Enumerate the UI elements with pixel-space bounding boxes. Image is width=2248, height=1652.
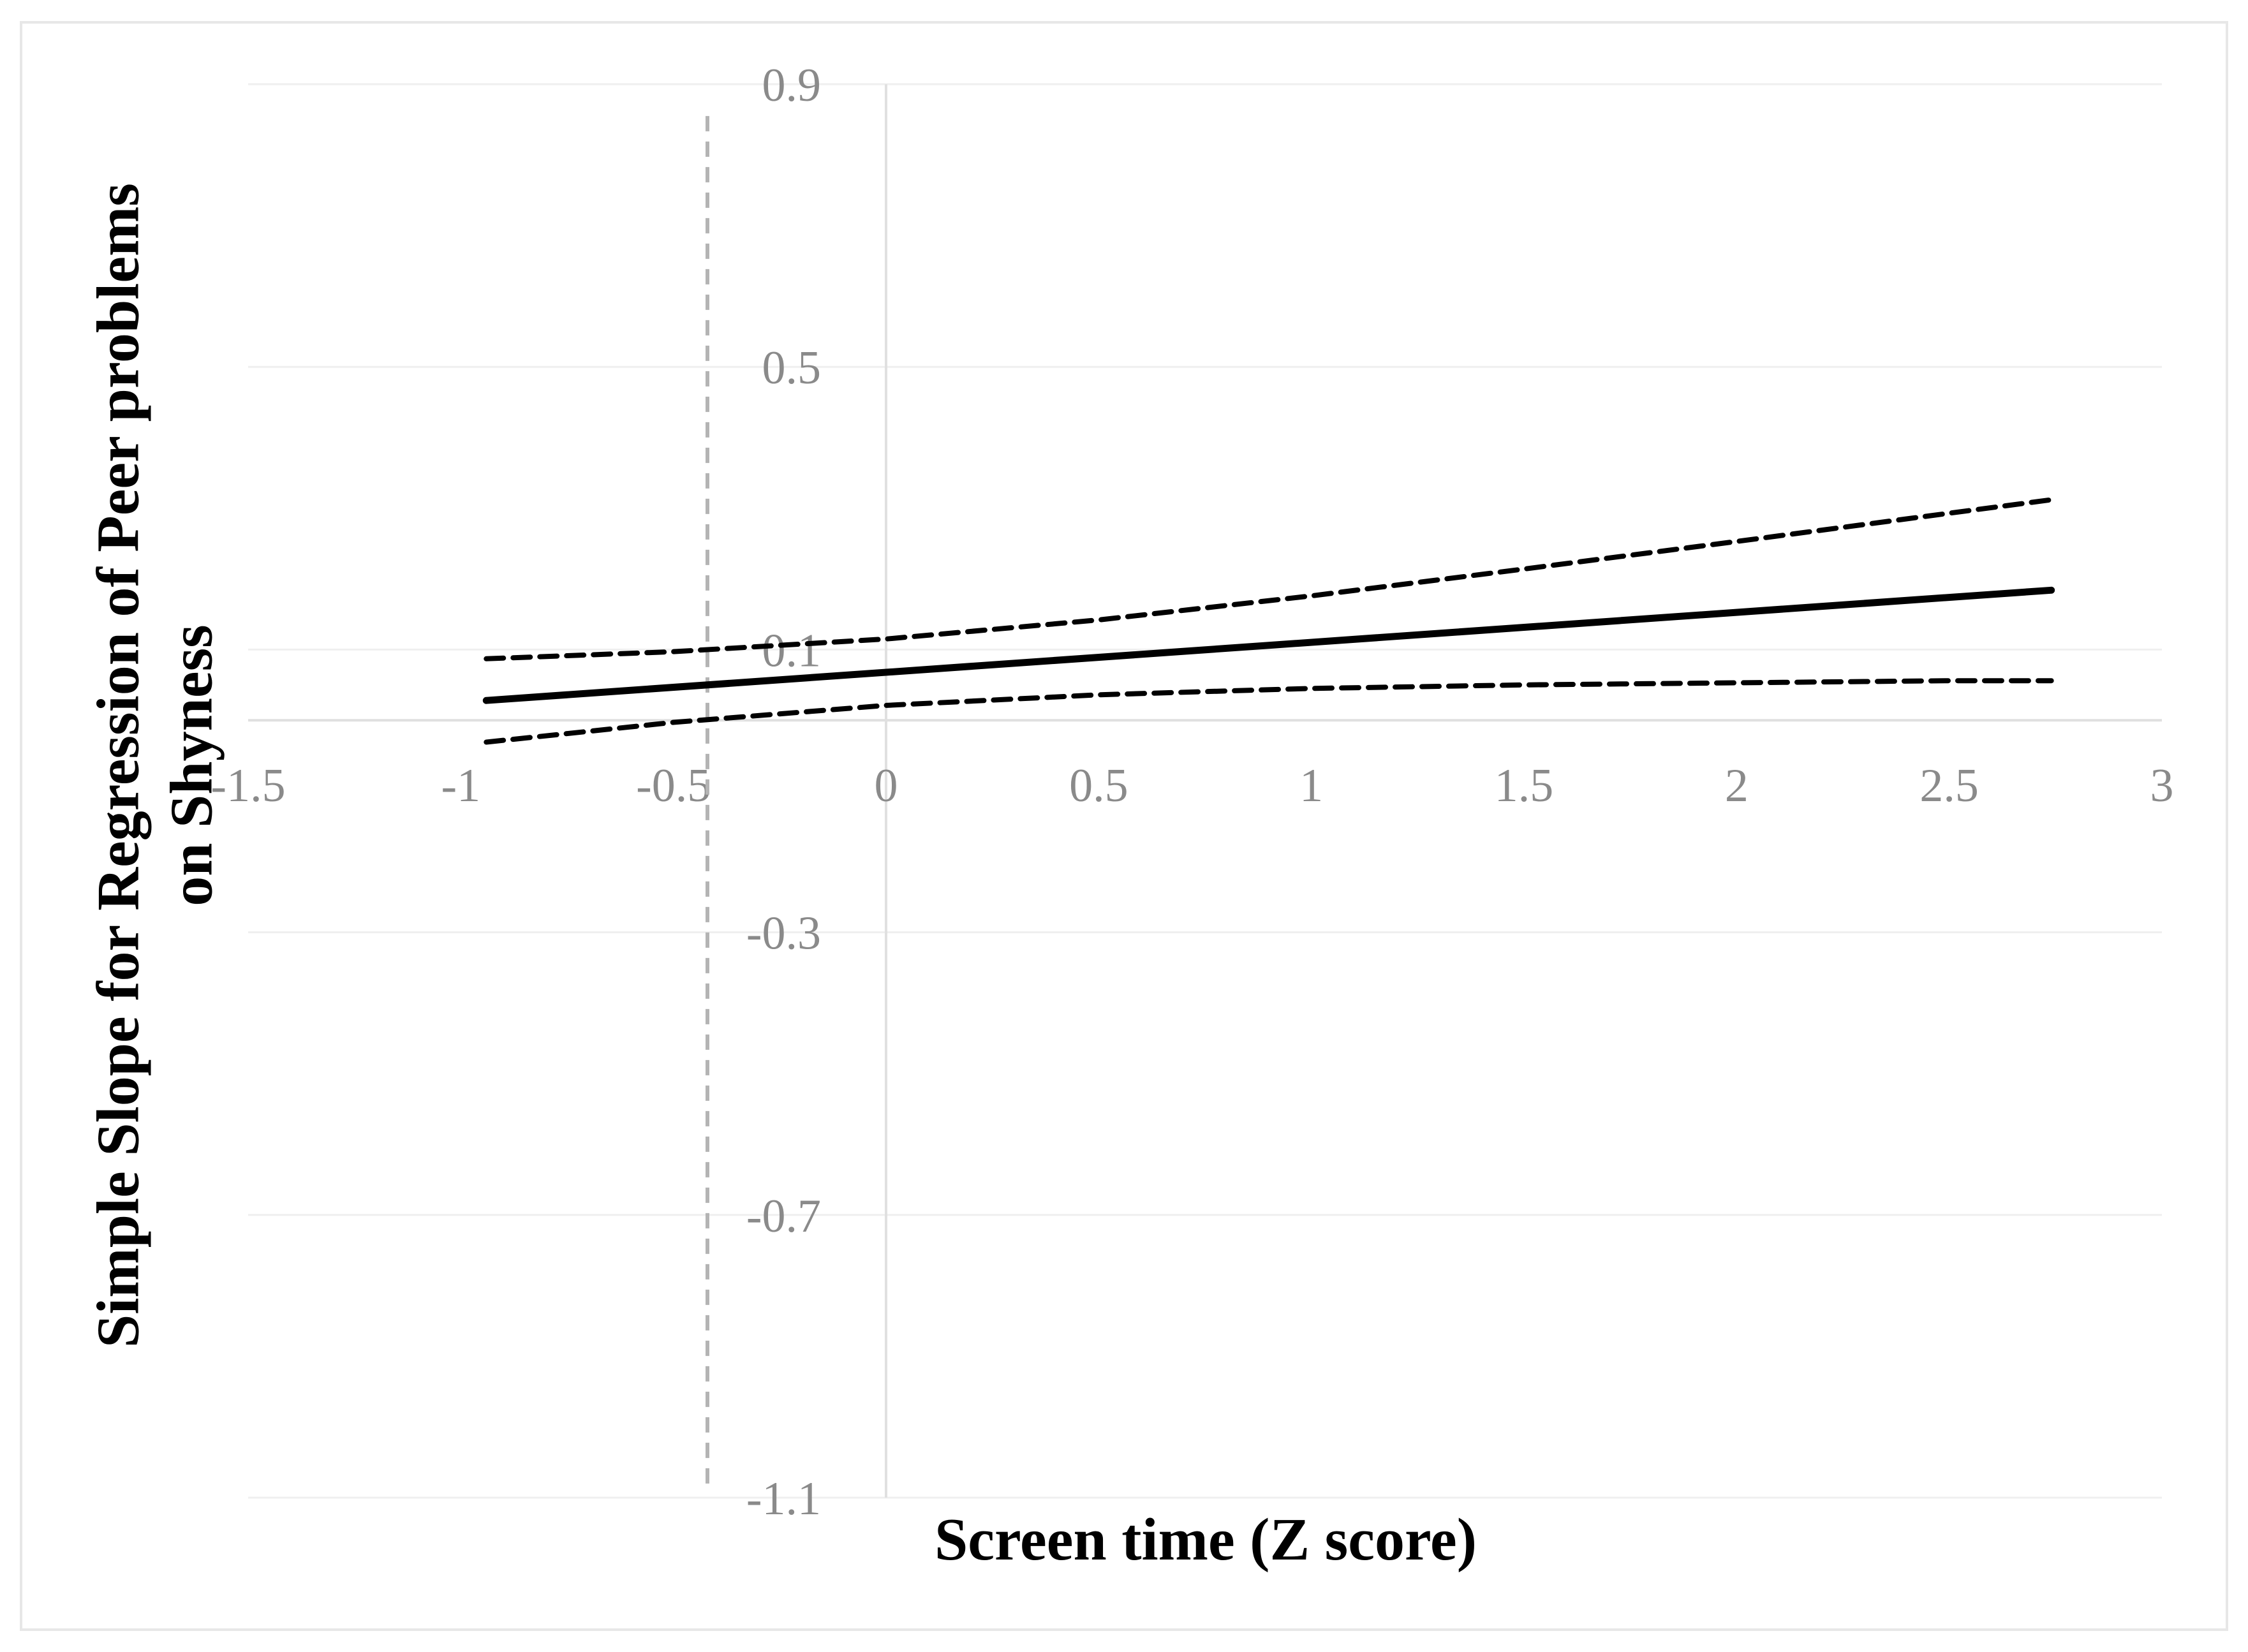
confidence-band-upper <box>484 497 2054 661</box>
x-tick-label: -0.5 <box>636 760 711 812</box>
y-tick-label: 0.9 <box>762 59 822 112</box>
confidence-band-lower <box>484 678 2054 745</box>
x-tick-label: 1.5 <box>1495 760 1554 812</box>
y-axis-title: Simple Slope for Regression of Peer prob… <box>82 183 228 1348</box>
y-tick-label: -0.7 <box>746 1190 821 1243</box>
y-axis-title-line1: Simple Slope for Regression of Peer prob… <box>85 183 152 1348</box>
x-tick-label: 0.5 <box>1069 760 1128 812</box>
x-tick-label: 0 <box>875 760 898 812</box>
y-axis-title-line2: on Shyness <box>158 624 225 906</box>
figure-border <box>20 21 2228 1631</box>
x-axis-title: Screen time (Z score) <box>934 1507 1477 1573</box>
x-tick-label: 3 <box>2150 760 2174 812</box>
simple-slope-line <box>482 586 2055 704</box>
y-tick-label: 0.5 <box>762 342 822 394</box>
y-tick-label: 0.1 <box>762 624 822 677</box>
x-tick-label: 2 <box>1725 760 1749 812</box>
x-tick-label: -1.5 <box>211 760 285 812</box>
x-tick-label: 1 <box>1299 760 1323 812</box>
x-tick-label: 2.5 <box>1919 760 1979 812</box>
y-tick-label: -1.1 <box>746 1473 821 1525</box>
x-tick-label: -1 <box>441 760 481 812</box>
y-tick-label: -0.3 <box>746 908 821 960</box>
